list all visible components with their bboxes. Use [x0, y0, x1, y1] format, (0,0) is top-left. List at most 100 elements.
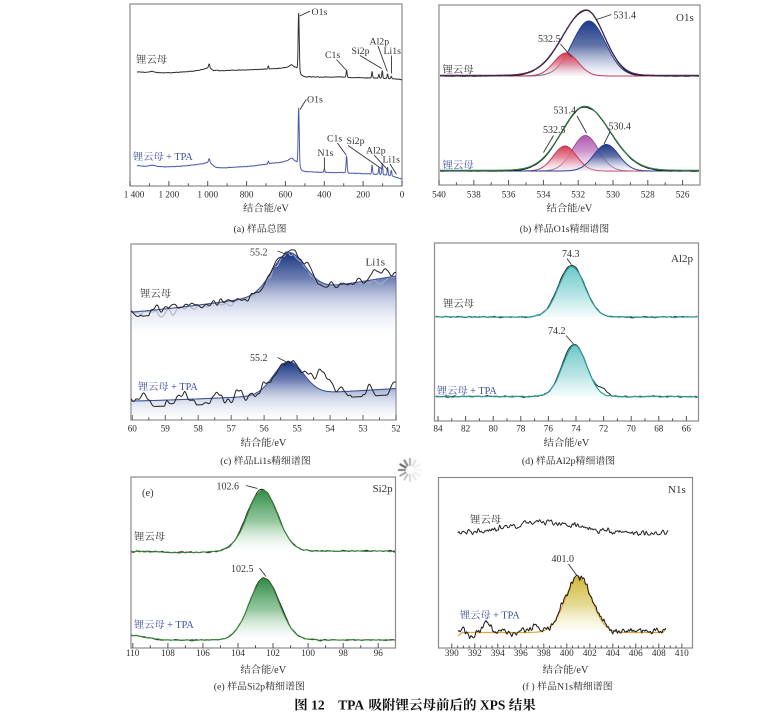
svg-text:+ TPA: + TPA: [491, 611, 521, 622]
svg-text:55: 55: [293, 424, 303, 434]
svg-text:536: 536: [502, 190, 516, 200]
svg-text:55.2: 55.2: [250, 353, 268, 364]
svg-text:+ TPA: + TPA: [164, 152, 194, 163]
svg-text:55.2: 55.2: [250, 248, 268, 259]
svg-text:102: 102: [266, 648, 280, 658]
svg-text:(e): (e): [142, 488, 154, 499]
svg-text:396: 396: [514, 648, 528, 658]
svg-text:(f ): (f ): [522, 682, 537, 693]
svg-text:C1s: C1s: [327, 134, 342, 145]
svg-text:Li1s: Li1s: [384, 46, 402, 57]
svg-text:Li1s: Li1s: [366, 257, 386, 269]
svg-text:Si2p: Si2p: [373, 483, 394, 495]
svg-text:74.2: 74.2: [548, 326, 566, 337]
svg-text:72: 72: [599, 424, 609, 434]
svg-text:538: 538: [467, 190, 481, 200]
svg-text:402: 402: [583, 648, 597, 658]
svg-text:/eV: /eV: [575, 438, 590, 449]
svg-text:526: 526: [676, 190, 690, 200]
svg-text:531.4: 531.4: [614, 11, 637, 22]
svg-text:1 000: 1 000: [197, 190, 218, 200]
svg-text:Al2p: Al2p: [366, 146, 386, 157]
svg-text:12: 12: [308, 698, 325, 713]
svg-text:XPS: XPS: [477, 698, 509, 713]
svg-text:1 400: 1 400: [124, 190, 145, 200]
svg-text:Si2p: Si2p: [247, 682, 265, 693]
svg-text:N1s: N1s: [557, 682, 573, 693]
svg-text:532.5: 532.5: [538, 34, 561, 45]
svg-text:+ TPA: + TPA: [169, 382, 199, 393]
svg-text:531.4: 531.4: [554, 106, 577, 117]
svg-text:76: 76: [544, 424, 554, 434]
svg-text:+ TPA: + TPA: [165, 620, 195, 631]
svg-text:N1s: N1s: [318, 148, 334, 159]
svg-text:+ TPA: + TPA: [468, 386, 498, 397]
svg-text:/eV: /eV: [578, 204, 593, 215]
svg-text:392: 392: [468, 648, 482, 658]
svg-text:/eV: /eV: [272, 438, 287, 449]
svg-text:74: 74: [571, 424, 581, 434]
svg-text:532.5: 532.5: [543, 125, 566, 136]
svg-text:104: 104: [231, 648, 245, 658]
svg-text:O1s: O1s: [312, 7, 328, 18]
svg-text:(c): (c): [220, 456, 233, 467]
svg-text:800: 800: [240, 190, 254, 200]
svg-text:410: 410: [675, 648, 689, 658]
svg-text:84: 84: [433, 424, 443, 434]
svg-text:394: 394: [491, 648, 505, 658]
svg-text:N1s: N1s: [668, 484, 686, 496]
svg-text:Si2p: Si2p: [352, 46, 370, 57]
svg-text:O1s: O1s: [676, 12, 694, 24]
svg-text:96: 96: [374, 648, 384, 658]
svg-text:108: 108: [161, 648, 175, 658]
svg-text:400: 400: [317, 190, 331, 200]
svg-text:400: 400: [560, 648, 574, 658]
svg-text:58: 58: [194, 424, 204, 434]
svg-text:401.0: 401.0: [552, 554, 575, 565]
svg-text:530.4: 530.4: [609, 122, 632, 133]
svg-text:60: 60: [128, 424, 138, 434]
svg-text:528: 528: [641, 190, 655, 200]
svg-text:98: 98: [339, 648, 349, 658]
svg-text:404: 404: [606, 648, 620, 658]
svg-text:70: 70: [627, 424, 637, 434]
svg-text:/eV: /eV: [271, 665, 286, 676]
svg-text:100: 100: [301, 648, 315, 658]
svg-text:68: 68: [654, 424, 664, 434]
svg-text:/eV: /eV: [274, 204, 289, 215]
svg-text:53: 53: [358, 424, 368, 434]
svg-text:390: 390: [445, 648, 459, 658]
svg-text:TPA: TPA: [338, 698, 367, 713]
svg-text:/eV: /eV: [574, 665, 589, 676]
svg-text:74.3: 74.3: [562, 249, 580, 260]
svg-text:66: 66: [682, 424, 692, 434]
svg-text:Al2p: Al2p: [671, 253, 694, 265]
svg-text:82: 82: [461, 424, 471, 434]
svg-text:406: 406: [629, 648, 643, 658]
svg-text:Li1s: Li1s: [383, 155, 401, 166]
svg-text:106: 106: [196, 648, 210, 658]
svg-text:C1s: C1s: [325, 50, 340, 61]
svg-text:78: 78: [516, 424, 526, 434]
svg-text:56: 56: [260, 424, 270, 434]
svg-text:Al2p: Al2p: [370, 37, 390, 48]
svg-text:540: 540: [432, 190, 446, 200]
svg-text:102.5: 102.5: [231, 564, 254, 575]
svg-text:102.6: 102.6: [217, 482, 240, 493]
svg-text:(e): (e): [214, 682, 227, 693]
svg-text:(b): (b): [520, 224, 534, 235]
svg-text:532: 532: [571, 190, 585, 200]
svg-text:0: 0: [400, 190, 405, 200]
svg-text:Si2p: Si2p: [347, 136, 365, 147]
svg-text:(d): (d): [522, 456, 536, 467]
svg-text:530: 530: [606, 190, 620, 200]
svg-text:(a): (a): [234, 224, 247, 235]
svg-text:110: 110: [126, 648, 140, 658]
svg-text:600: 600: [279, 190, 293, 200]
svg-text:408: 408: [652, 648, 666, 658]
svg-text:200: 200: [356, 190, 370, 200]
svg-text:54: 54: [326, 424, 336, 434]
svg-text:Li1s: Li1s: [254, 456, 272, 467]
svg-text:O1s: O1s: [307, 95, 323, 106]
svg-text:52: 52: [391, 424, 401, 434]
